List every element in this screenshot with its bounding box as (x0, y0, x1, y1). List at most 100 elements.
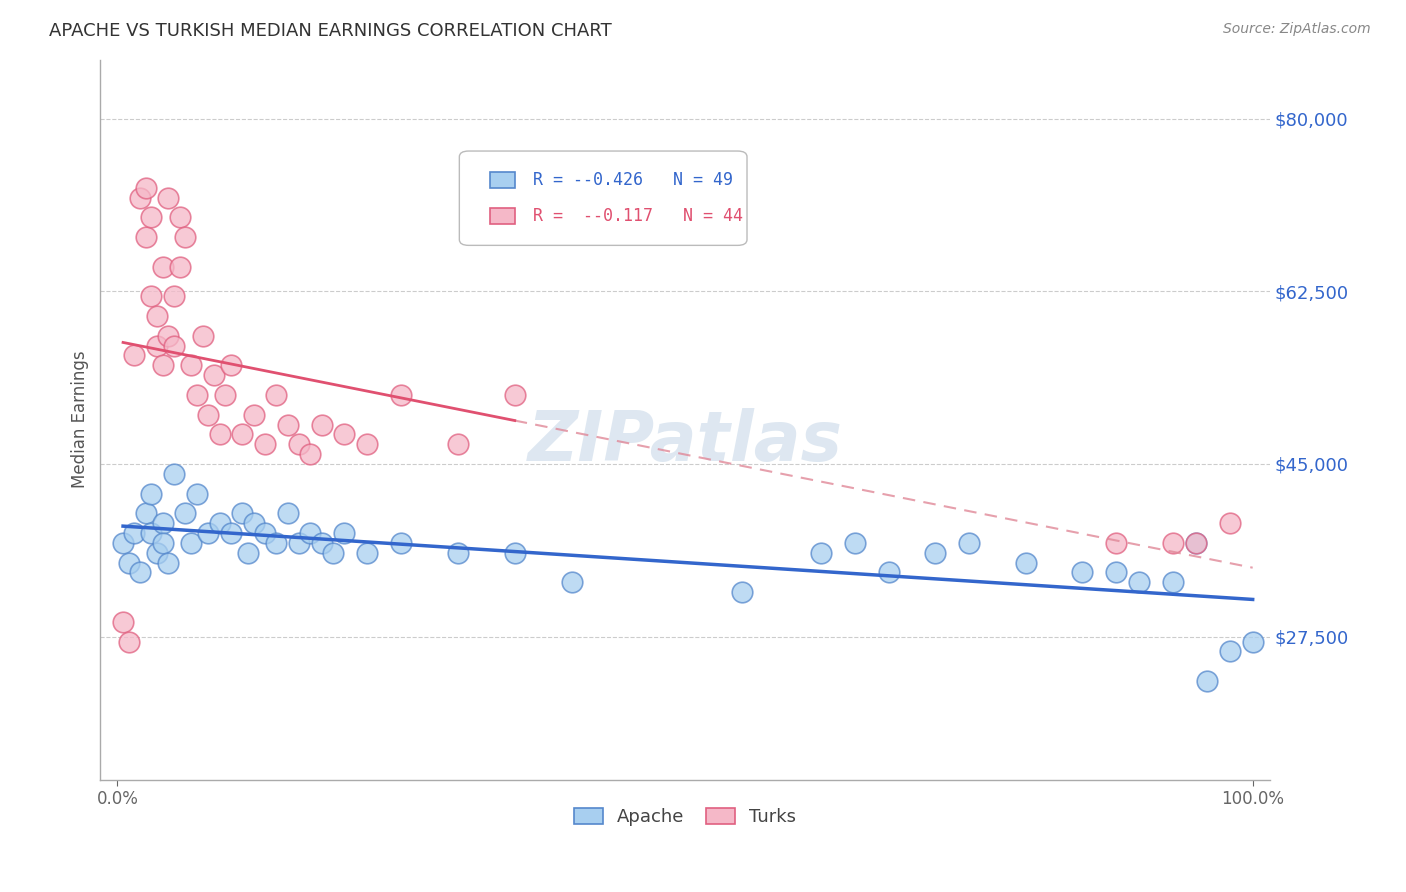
Point (1071, 566, 1094, 580)
Point (169, 211, 191, 225)
FancyBboxPatch shape (489, 208, 516, 224)
Point (163, 467, 186, 481)
Point (180, 536, 202, 550)
Point (141, 289, 163, 303)
Point (214, 388, 236, 402)
Point (152, 536, 174, 550)
Point (333, 427, 356, 442)
Point (146, 309, 169, 323)
Point (1185, 536, 1208, 550)
Point (1241, 634, 1264, 648)
Point (112, 615, 135, 629)
Point (236, 546, 259, 560)
Point (208, 516, 231, 531)
Point (288, 536, 311, 550)
Point (124, 349, 146, 363)
Point (731, 585, 754, 599)
Point (389, 388, 412, 402)
Point (157, 556, 180, 570)
Point (152, 359, 174, 373)
Point (174, 506, 197, 520)
Point (146, 338, 169, 352)
Text: R =  --0.117   N = 44: R = --0.117 N = 44 (533, 207, 742, 225)
Point (277, 417, 299, 432)
Point (356, 437, 378, 451)
Point (1219, 644, 1241, 658)
Point (322, 546, 344, 560)
Point (1128, 575, 1150, 590)
Point (560, 575, 582, 590)
FancyBboxPatch shape (460, 151, 747, 245)
Point (242, 516, 264, 531)
Point (266, 388, 288, 402)
Point (1185, 536, 1208, 550)
Y-axis label: Median Earnings: Median Earnings (72, 351, 89, 489)
Point (1014, 556, 1036, 570)
Point (163, 289, 186, 303)
Point (135, 230, 157, 244)
Point (157, 191, 180, 205)
Point (311, 536, 333, 550)
Point (163, 338, 186, 352)
Point (1219, 516, 1241, 531)
Point (810, 546, 832, 560)
Point (118, 634, 141, 648)
Text: APACHE VS TURKISH MEDIAN EARNINGS CORRELATION CHART: APACHE VS TURKISH MEDIAN EARNINGS CORREL… (49, 22, 612, 40)
Point (129, 566, 152, 580)
Point (135, 506, 157, 520)
Text: ZIPatlas: ZIPatlas (527, 408, 842, 475)
Point (299, 526, 322, 541)
Point (219, 359, 242, 373)
Point (1161, 575, 1184, 590)
Point (288, 437, 311, 451)
Point (447, 546, 470, 560)
Point (447, 437, 470, 451)
Point (186, 388, 208, 402)
Point (1197, 673, 1219, 688)
Point (503, 388, 526, 402)
Point (191, 328, 214, 343)
FancyBboxPatch shape (489, 172, 516, 187)
Point (186, 486, 208, 500)
Point (180, 359, 202, 373)
Point (879, 566, 901, 580)
Point (333, 526, 356, 541)
Point (231, 427, 253, 442)
Point (141, 486, 163, 500)
Point (503, 546, 526, 560)
Point (266, 536, 288, 550)
Point (1105, 536, 1128, 550)
Point (169, 260, 191, 274)
Point (924, 546, 946, 560)
Point (152, 516, 174, 531)
Point (141, 211, 163, 225)
Point (141, 526, 163, 541)
Text: R = --0.426   N = 49: R = --0.426 N = 49 (533, 171, 733, 189)
Point (124, 526, 146, 541)
Point (135, 181, 157, 195)
Point (253, 526, 276, 541)
Point (1161, 536, 1184, 550)
Point (231, 506, 253, 520)
Point (157, 328, 180, 343)
Point (112, 536, 135, 550)
Point (219, 526, 242, 541)
Text: Source: ZipAtlas.com: Source: ZipAtlas.com (1223, 22, 1371, 37)
Point (277, 506, 299, 520)
Point (389, 536, 412, 550)
Legend: Apache, Turks: Apache, Turks (565, 799, 806, 836)
Point (152, 260, 174, 274)
Point (129, 191, 152, 205)
Point (844, 536, 866, 550)
Point (197, 408, 219, 422)
Point (242, 408, 264, 422)
Point (197, 526, 219, 541)
Point (118, 556, 141, 570)
Point (299, 447, 322, 461)
Point (1105, 566, 1128, 580)
Point (208, 427, 231, 442)
Point (202, 368, 225, 383)
Point (253, 437, 276, 451)
Point (957, 536, 980, 550)
Point (146, 546, 169, 560)
